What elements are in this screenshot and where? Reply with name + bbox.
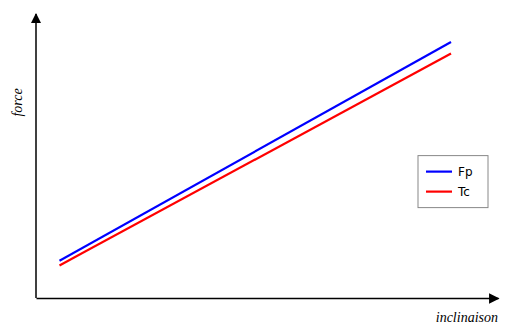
y-axis-line	[35, 14, 37, 298]
y-axis-label: force	[10, 88, 25, 116]
series-line	[59, 42, 451, 261]
series-line	[59, 54, 451, 266]
legend: Fp Tc	[418, 156, 488, 208]
x-axis	[37, 298, 499, 299]
legend-box	[418, 156, 488, 208]
lines	[59, 42, 451, 265]
y-axis	[36, 14, 37, 298]
x-axis-line	[37, 298, 499, 300]
legend-label: Tc	[457, 185, 470, 199]
chart: inclinaison force Fp Tc	[0, 0, 514, 332]
legend-swatch	[426, 191, 452, 193]
legend-label: Fp	[458, 165, 473, 179]
plot: inclinaison force Fp Tc	[10, 14, 499, 325]
x-axis-label: inclinaison	[436, 310, 498, 325]
legend-swatch	[426, 171, 452, 173]
